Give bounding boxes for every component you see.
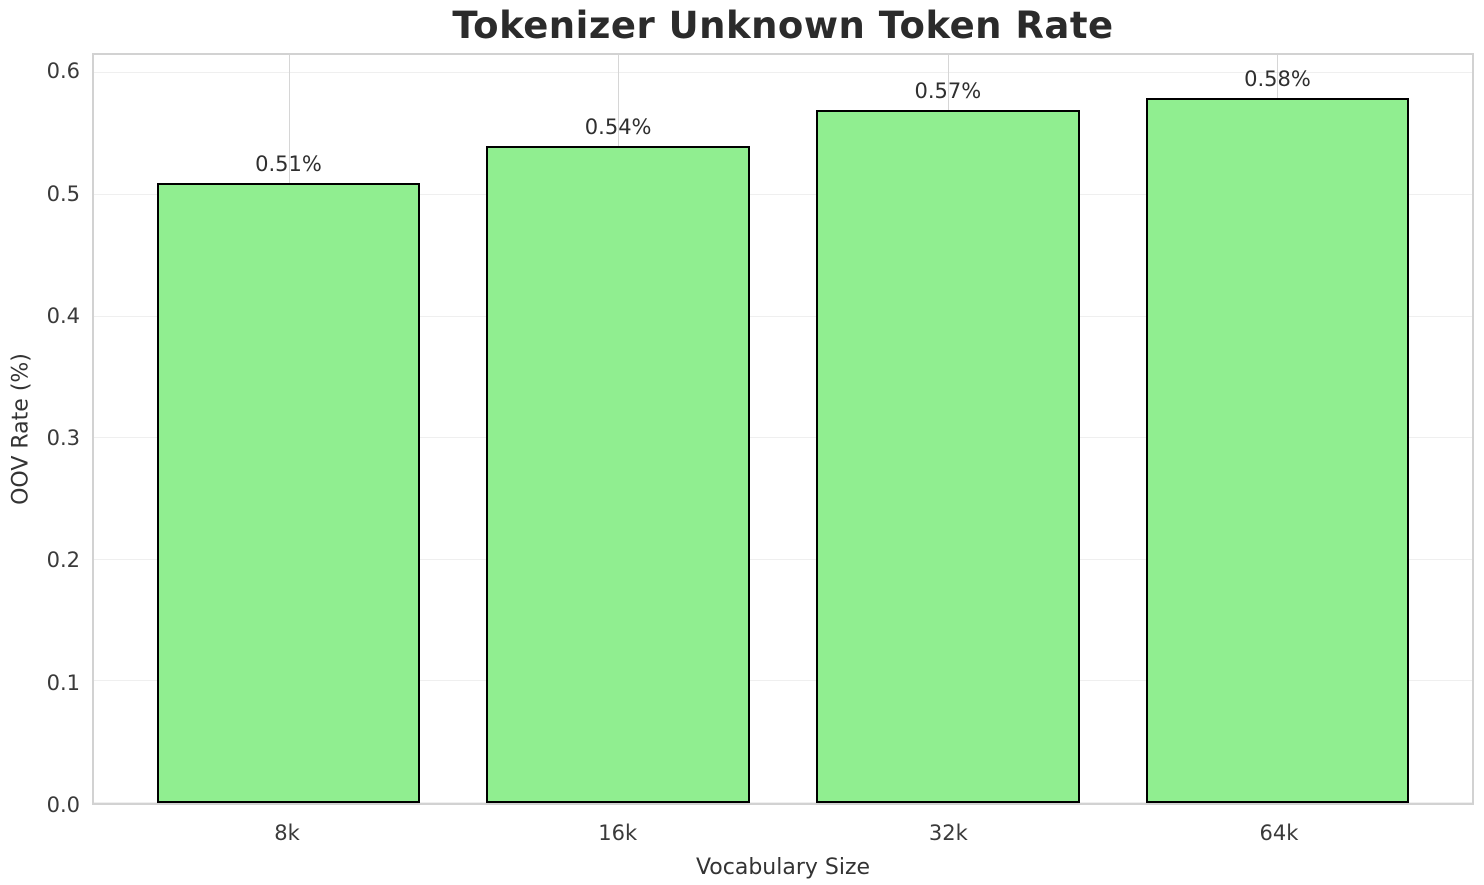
bar-64k: [1145, 97, 1410, 803]
bar-value-label: 0.58%: [1244, 66, 1311, 91]
x-tick-label-64k: 64k: [1259, 821, 1299, 845]
gridline-horizontal: [94, 72, 1472, 74]
y-tick-label: 0.2: [46, 548, 80, 573]
y-tick-label: 0.6: [46, 59, 80, 84]
gridline-horizontal: [94, 802, 1472, 803]
bar-value-label: 0.51%: [255, 151, 322, 176]
gridline-horizontal: [94, 193, 1472, 195]
gridline-horizontal: [94, 315, 1472, 317]
chart-title: Tokenizer Unknown Token Rate: [452, 4, 1114, 47]
bar-value-label: 0.54%: [584, 115, 652, 140]
gridline-horizontal: [94, 680, 1472, 682]
gridline-horizontal: [94, 558, 1472, 560]
bar-32k: [815, 109, 1080, 803]
bar-16k: [486, 146, 751, 803]
y-tick-label: 0.0: [46, 793, 80, 817]
y-tick-label: 0.3: [46, 426, 80, 451]
bar-8k: [156, 182, 421, 803]
x-tick-label-32k: 32k: [928, 821, 968, 845]
y-tick-label: 0.1: [46, 670, 80, 695]
y-tick-label: 0.5: [46, 181, 80, 206]
y-tick-label: 0.4: [46, 303, 80, 328]
bar-value-label: 0.57%: [914, 78, 982, 103]
gridline-horizontal: [94, 437, 1472, 439]
x-tick-label-8k: 8k: [274, 821, 300, 845]
x-axis-label: Vocabulary Size: [695, 855, 871, 880]
x-tick-label-16k: 16k: [598, 821, 638, 845]
plot-area: 0.51% 0.54% 0.57% 0.58%: [92, 53, 1474, 805]
